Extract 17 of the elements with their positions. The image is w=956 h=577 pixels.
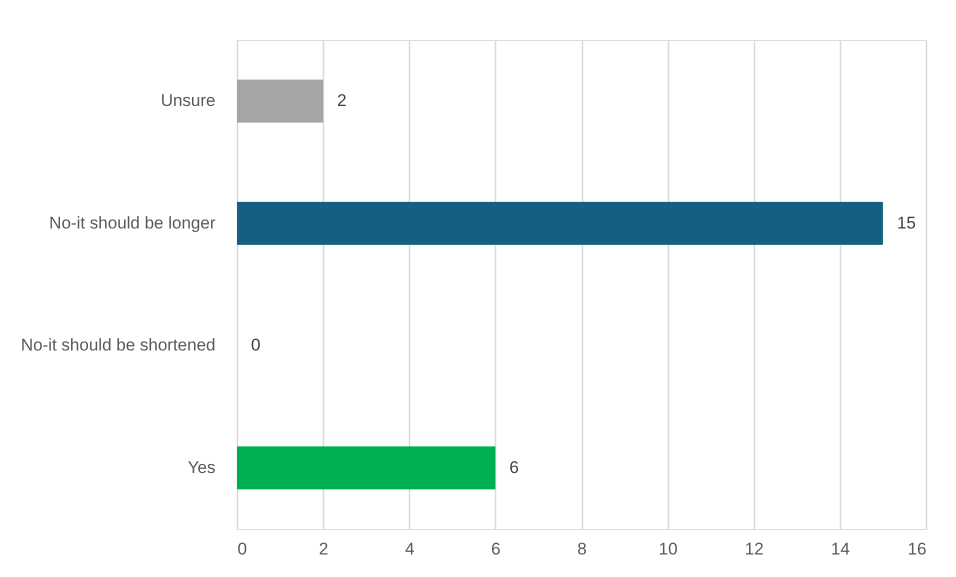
x-tick-label: 0 bbox=[238, 540, 247, 558]
x-tick-label: 6 bbox=[491, 540, 501, 558]
data-label: 6 bbox=[509, 458, 519, 477]
y-tick-label: No-it should be shortened bbox=[20, 336, 216, 355]
data-label: 0 bbox=[251, 336, 260, 355]
x-tick-label: 12 bbox=[744, 540, 764, 558]
x-tick-label: 10 bbox=[658, 540, 678, 558]
x-tick-label: 16 bbox=[908, 540, 926, 558]
x-tick-label: 2 bbox=[318, 540, 328, 558]
y-tick-label: Yes bbox=[188, 458, 216, 477]
y-tick-label: Unsure bbox=[160, 91, 216, 110]
data-label: 2 bbox=[337, 91, 347, 110]
data-label: 15 bbox=[896, 213, 916, 232]
x-tick-label: 4 bbox=[405, 540, 414, 558]
x-tick-label: 14 bbox=[830, 540, 850, 558]
x-tick-label: 8 bbox=[577, 540, 587, 558]
y-tick-label: No-it should be longer bbox=[49, 213, 216, 232]
